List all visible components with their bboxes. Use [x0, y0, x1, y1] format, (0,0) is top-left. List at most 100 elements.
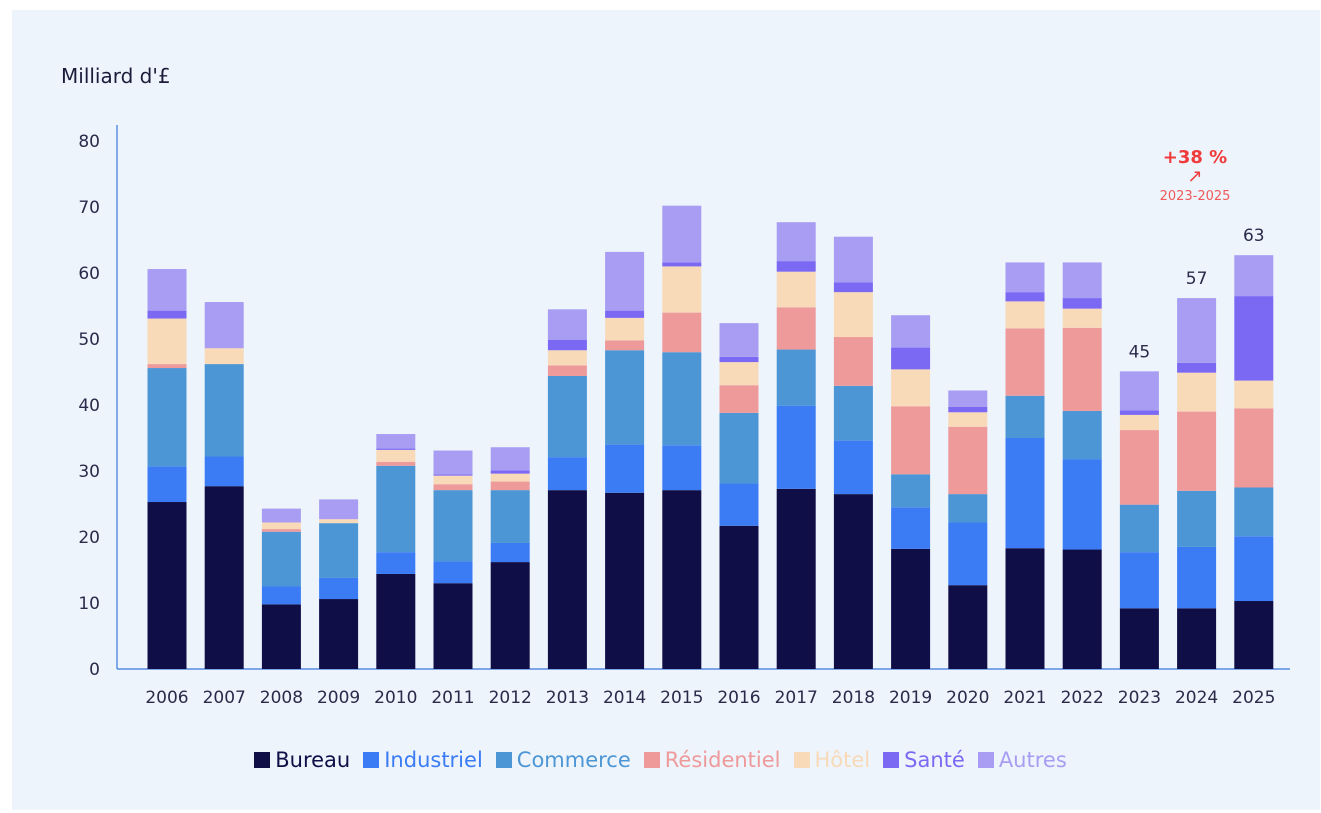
legend-swatch — [793, 752, 810, 768]
y-tick-label: 50 — [78, 330, 100, 350]
bar-segment — [261, 604, 301, 669]
x-tick-label: 2010 — [374, 688, 417, 708]
bar-segment — [147, 368, 187, 467]
bar-segment — [1062, 459, 1102, 550]
bar-segment — [204, 456, 244, 487]
y-tick-label: 10 — [78, 594, 100, 614]
bar-segment — [204, 348, 244, 365]
bar-segment — [1119, 371, 1159, 411]
bar-segment — [547, 339, 587, 351]
bar-segment — [261, 529, 301, 532]
bar-segment — [433, 475, 473, 485]
legend-swatch — [977, 752, 994, 768]
bar-segment — [1062, 410, 1102, 460]
bar-segment — [891, 507, 931, 549]
x-tick-label: 2021 — [1003, 688, 1046, 708]
bar-segment — [891, 474, 931, 508]
y-tick-label: 20 — [78, 528, 100, 548]
bar-segment — [547, 457, 587, 491]
bar-segment — [319, 523, 359, 578]
x-tick-label: 2011 — [431, 688, 474, 708]
bar-segment — [147, 466, 187, 503]
legend-swatch — [643, 752, 660, 768]
y-tick-label: 30 — [78, 462, 100, 482]
legend-label: Bureau — [275, 748, 351, 772]
bar-segment — [776, 271, 816, 308]
bar-segment — [147, 364, 187, 369]
bar-segment — [433, 450, 473, 475]
legend-label: Santé — [904, 748, 965, 772]
y-tick-label: 40 — [78, 396, 100, 416]
bar-segment — [1005, 301, 1045, 329]
bar-segment — [1177, 490, 1217, 547]
bar-segment — [1062, 298, 1102, 309]
legend-label: Résidentiel — [664, 748, 781, 772]
x-tick-label: 2007 — [203, 688, 246, 708]
y-tick-label: 0 — [89, 660, 100, 680]
legend-swatch — [363, 752, 380, 768]
bar-segment — [948, 412, 988, 427]
x-tick-label: 2017 — [775, 688, 818, 708]
legend-swatch — [254, 752, 271, 768]
x-tick-label: 2025 — [1232, 688, 1275, 708]
bar-segment — [490, 481, 530, 491]
bar-segment — [1005, 262, 1045, 293]
bar-segment — [433, 583, 473, 669]
bar-segment — [1119, 504, 1159, 553]
bar-segment — [1177, 546, 1217, 609]
bar-segment — [319, 499, 359, 520]
bar-segment — [833, 494, 873, 669]
bar-segment — [1062, 262, 1102, 299]
bar-segment — [891, 406, 931, 475]
x-tick-label: 2018 — [832, 688, 875, 708]
bar-segment — [1177, 362, 1217, 373]
growth-value: +38 % — [1162, 147, 1228, 168]
x-tick-label: 2024 — [1175, 688, 1218, 708]
legend-swatch — [883, 752, 900, 768]
bar-segment — [490, 490, 530, 543]
bar-segment — [1062, 549, 1102, 669]
bar-segment — [605, 310, 645, 318]
x-tick-label: 2006 — [145, 688, 188, 708]
bar-segment — [204, 302, 244, 349]
bar-segment — [776, 222, 816, 262]
legend-label: Industriel — [384, 748, 483, 772]
bar-segment — [833, 282, 873, 293]
bar-segment — [490, 470, 530, 474]
bar-segment — [662, 312, 702, 353]
legend-item: Autres — [977, 748, 1067, 772]
bar-segment — [547, 309, 587, 340]
bar-segment — [833, 236, 873, 283]
bar-segment — [719, 385, 759, 413]
growth-annotation: +38 % ↗ 2023-2025 — [1140, 147, 1250, 204]
legend-label: Commerce — [516, 748, 631, 772]
bar-segment — [662, 205, 702, 263]
total-label: 63 — [1243, 226, 1265, 246]
bar-segment — [605, 444, 645, 493]
bar-segment — [948, 522, 988, 586]
legend-item: Hôtel — [793, 748, 870, 772]
legend-swatch — [495, 752, 512, 768]
bar-segment — [376, 573, 416, 669]
bar-segment — [662, 490, 702, 669]
bar-segment — [662, 445, 702, 491]
legend-item: Industriel — [363, 748, 483, 772]
bar-segment — [547, 365, 587, 376]
x-tick-label: 2014 — [603, 688, 646, 708]
bar-segment — [1234, 408, 1274, 488]
bar-segment — [490, 562, 530, 669]
bar-segment — [433, 484, 473, 491]
bar-segment — [1177, 372, 1217, 412]
bar-segment — [776, 488, 816, 669]
bar-segment — [433, 561, 473, 584]
bar-segment — [319, 577, 359, 600]
x-tick-label: 2020 — [946, 688, 989, 708]
bar-segment — [891, 369, 931, 407]
bar-segment — [1177, 411, 1217, 491]
bar-segment — [662, 266, 702, 313]
bar-segment — [376, 449, 416, 462]
bar-segment — [1005, 292, 1045, 302]
bar-segment — [948, 390, 988, 407]
bar-segment — [261, 586, 301, 605]
x-tick-label: 2013 — [546, 688, 589, 708]
